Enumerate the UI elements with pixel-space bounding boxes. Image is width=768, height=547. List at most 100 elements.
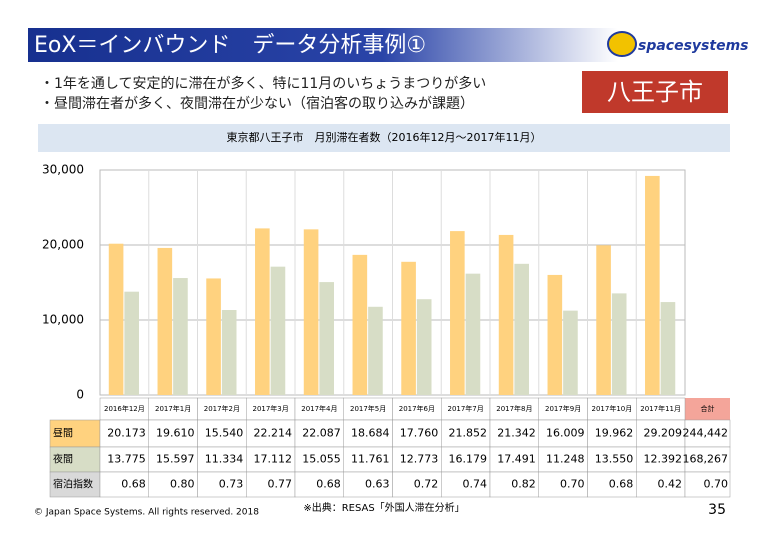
table-cell: [441, 419, 491, 448]
table-value: 15.055: [302, 453, 341, 466]
table-cell: [197, 471, 247, 498]
table-value: 16.009: [546, 427, 585, 440]
y-tick-label: 10,000: [42, 313, 84, 327]
table-value: 15.597: [156, 453, 195, 466]
bullet: ・昼間滞在者が多く、夜間滞在が少ない（宿泊客の取り込みが課題）: [40, 95, 474, 112]
category-label: 2017年1月: [155, 404, 191, 413]
table-cell: [197, 446, 247, 473]
table-cell: [148, 419, 198, 448]
table-cell: [197, 419, 247, 448]
table-cell: [538, 419, 588, 448]
category-label: 2017年11月: [640, 404, 681, 413]
bar: [645, 175, 660, 395]
bar: [352, 254, 368, 395]
table-value: 19.610: [156, 427, 195, 440]
table-value: 0.68: [316, 478, 341, 491]
table-value: 12.392: [644, 453, 683, 466]
row-header: 昼間: [53, 428, 73, 440]
table-value: 22.214: [254, 427, 293, 440]
table-cell: [587, 419, 637, 448]
y-tick-label: 0: [76, 388, 84, 402]
bar: [660, 302, 676, 395]
bar: [401, 261, 416, 395]
slide-title: EoX＝インバウンド データ分析事例①: [34, 33, 426, 58]
badge-text: 八王子市: [607, 78, 703, 106]
table-value: 29.209: [644, 427, 683, 440]
table-value: 0.77: [268, 478, 293, 491]
bar: [108, 243, 124, 395]
table-cell: [148, 446, 198, 473]
category-label: 2016年12月: [104, 404, 145, 413]
table-value: 22.087: [302, 427, 341, 440]
table-cell: [489, 419, 539, 448]
table-value: 12.773: [400, 453, 439, 466]
table-cell: [246, 446, 296, 473]
table-value: 16.179: [449, 453, 488, 466]
table-value: 0.68: [121, 478, 146, 491]
table-value: 0.68: [609, 478, 634, 491]
bar: [465, 273, 481, 395]
y-tick-label: 30,000: [42, 163, 84, 177]
table-total: 168,267: [683, 453, 729, 466]
bar: [416, 299, 432, 395]
total-header-cell: [685, 398, 730, 420]
table-value: 0.82: [511, 478, 536, 491]
category-label: 2017年10月: [592, 404, 633, 413]
title-bar: [28, 28, 618, 62]
table-cell: [392, 419, 442, 448]
table-value: 0.42: [658, 478, 683, 491]
row-header-cell: [49, 446, 101, 473]
category-label: 2017年6月: [399, 404, 435, 413]
table-cell: [587, 471, 637, 498]
bar: [255, 228, 270, 395]
logo-icon: [607, 31, 637, 57]
table-value: 17.491: [497, 453, 536, 466]
chart-title: 東京都八王子市 月別滞在者数（2016年12月～2017年11月）: [227, 130, 542, 144]
table-cell: [99, 446, 149, 473]
table-cell: [636, 419, 686, 448]
bar: [124, 291, 139, 395]
table-value: 0.72: [414, 478, 439, 491]
bar: [206, 278, 221, 395]
bar: [173, 278, 188, 395]
bar: [221, 309, 237, 395]
table-cell: [441, 446, 491, 473]
table-cell: [489, 471, 539, 498]
page-number: 35: [708, 502, 726, 518]
badge: [582, 71, 728, 113]
bar: [450, 231, 465, 395]
table-cell: [392, 446, 442, 473]
table-cell: [636, 471, 686, 498]
total-header: 合計: [701, 404, 715, 413]
category-label: 2017年4月: [301, 404, 337, 413]
table-value: 0.74: [463, 478, 488, 491]
table-value: 15.540: [205, 427, 244, 440]
table-value: 18.684: [351, 427, 390, 440]
table-value: 0.63: [365, 478, 390, 491]
bar: [547, 274, 563, 395]
category-label: 2017年9月: [545, 404, 581, 413]
row-header: 宿泊指数: [53, 478, 93, 491]
table-value: 17.760: [400, 427, 439, 440]
table-value: 19.962: [595, 427, 634, 440]
chart: 0 10,000 20,000 30,000 合計 2016年12月 2017年1月 2017…: [42, 163, 731, 498]
table-value: 13.775: [107, 453, 146, 466]
y-tick-label: 20,000: [42, 238, 84, 252]
category-label: 2017年8月: [496, 404, 532, 413]
category-label: 2017年3月: [252, 404, 288, 413]
table-cell: [294, 471, 344, 498]
table-cell: [343, 446, 393, 473]
bar: [368, 306, 383, 395]
category-label: 2017年5月: [350, 404, 386, 413]
table-value: 21.342: [497, 427, 536, 440]
table-value: 0.70: [560, 478, 585, 491]
copyright: © Japan Space Systems. All rights reserv…: [34, 508, 259, 518]
table-cell: [684, 419, 731, 448]
table-cell: [684, 446, 731, 473]
bar: [563, 310, 578, 395]
source: ※出典：RESAS「外国人滞在分析」: [303, 501, 464, 514]
table-value: 13.550: [595, 453, 634, 466]
bar: [303, 229, 319, 395]
table-value: 20.173: [107, 427, 146, 440]
